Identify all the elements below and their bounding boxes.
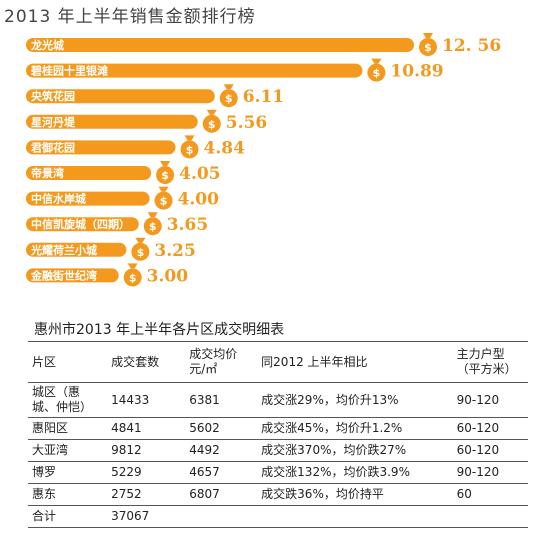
bar-value-label: 6.11 xyxy=(243,87,284,107)
bar-category-label: 央筑花园 xyxy=(31,89,75,103)
bar-value-label: 3.65 xyxy=(167,215,208,235)
svg-text:$: $ xyxy=(186,143,194,156)
bar-value-label: 12. 56 xyxy=(442,36,501,56)
table-cell: 大亚湾 xyxy=(28,439,108,462)
bar xyxy=(26,268,119,283)
money-bag-icon: $ xyxy=(180,135,199,159)
bar-category-label: 中信水岸城 xyxy=(31,192,86,206)
money-bag-icon: $ xyxy=(131,237,150,261)
bar-category-label: 龙光城 xyxy=(30,38,64,52)
bar-value-label: 4.00 xyxy=(178,190,220,210)
table-cell: 14433 xyxy=(107,382,186,418)
money-bag-icon: $ xyxy=(156,161,175,184)
svg-text:$: $ xyxy=(160,195,168,208)
bar xyxy=(26,89,215,104)
bar xyxy=(26,63,363,78)
col-header-avg-price: 成交均价 元/㎡ xyxy=(185,341,258,383)
table-cell xyxy=(185,505,258,528)
table-title: 惠州市2013 年上半年各片区成交明细表 xyxy=(34,322,285,338)
table-row: 大亚湾 9812 4492 成交涨370%，均价跌27% 60-120 xyxy=(28,439,528,462)
money-bag-icon: $ xyxy=(143,212,162,236)
table-cell: 4492 xyxy=(185,439,258,462)
money-bag-icon: $ xyxy=(419,33,437,56)
table-cell: 成交跌36%，均价持平 xyxy=(257,483,453,506)
bar-category-label: 帝景湾 xyxy=(31,166,64,180)
table-cell: 4657 xyxy=(185,461,258,484)
bar-value-label: 5.56 xyxy=(226,113,267,133)
svg-text:$: $ xyxy=(424,41,432,54)
bar-category-label: 中信凯旋城（四期） xyxy=(31,217,130,231)
svg-text:$: $ xyxy=(373,67,381,80)
bar-category-label: 碧桂园十里银滩 xyxy=(30,64,108,78)
table-cell: 惠阳区 xyxy=(28,417,108,440)
table-cell: 5229 xyxy=(107,461,186,484)
table-cell: 4841 xyxy=(107,417,186,440)
bar xyxy=(26,38,414,52)
bar-value-label: 10.89 xyxy=(390,62,443,82)
table-cell xyxy=(452,505,528,528)
table-cell: 合计 xyxy=(28,505,108,528)
table-cell: 90-120 xyxy=(452,382,528,418)
svg-text:$: $ xyxy=(225,92,233,105)
money-bag-icon: $ xyxy=(202,109,221,133)
money-bag-icon: $ xyxy=(154,186,173,210)
table-cell: 6381 xyxy=(185,382,258,418)
table-row: 合计 37067 xyxy=(28,505,528,528)
money-bag-icon: $ xyxy=(219,84,238,108)
col-header-units: 成交套数 xyxy=(107,341,186,383)
svg-text:$: $ xyxy=(149,220,157,233)
table-cell: 90-120 xyxy=(452,461,528,484)
table-cell: 惠东 xyxy=(28,483,108,506)
bar-value-label: 3.25 xyxy=(154,241,195,261)
table-cell: 9812 xyxy=(107,439,186,462)
table-cell: 成交涨29%，均价升13% xyxy=(257,382,453,418)
table-row: 城区（惠城、仲恺） 14433 6381 成交涨29%，均价升13% 90-120 xyxy=(28,382,528,418)
table-cell: 2752 xyxy=(107,483,186,506)
table-cell: 60-120 xyxy=(452,439,528,462)
detail-table: 片区 成交套数 成交均价 元/㎡ 同2012 上半年相比 主力户型 （平方米） … xyxy=(28,341,528,528)
bar-category-label: 星河丹堤 xyxy=(31,115,76,129)
bar xyxy=(26,114,198,129)
table-cell: 60 xyxy=(452,483,528,506)
bar xyxy=(26,140,176,155)
table-row: 惠阳区 4841 5602 成交涨45%，均价升1.2% 60-120 xyxy=(28,417,528,440)
table-cell: 6807 xyxy=(185,483,258,506)
bar xyxy=(26,191,150,206)
table-cell xyxy=(257,505,453,528)
bar xyxy=(26,166,152,180)
table-row: 博罗 5229 4657 成交涨132%，均价跌3.9% 90-120 xyxy=(28,461,528,484)
table-cell: 城区（惠城、仲恺） xyxy=(28,382,108,418)
table-cell: 博罗 xyxy=(28,461,108,484)
bar-value-label: 4.05 xyxy=(179,164,220,184)
col-header-unit-type: 主力户型 （平方米） xyxy=(452,341,528,383)
table-row: 惠东 2752 6807 成交跌36%，均价持平 60 xyxy=(28,483,528,506)
svg-text:$: $ xyxy=(161,169,169,182)
col-header-vs-2012: 同2012 上半年相比 xyxy=(257,341,453,383)
bar xyxy=(26,217,139,232)
bar xyxy=(26,242,127,257)
table-cell: 60-120 xyxy=(452,417,528,440)
table-cell: 37067 xyxy=(107,505,186,528)
bar-chart: 龙光城 $12. 56 碧桂园十里银滩 $10.89 央筑花园 $6.11 星河丹堤 $5.5… xyxy=(26,33,501,287)
svg-text:$: $ xyxy=(137,246,145,259)
table-cell: 成交涨132%，均价跌3.9% xyxy=(257,461,453,484)
col-header-district: 片区 xyxy=(28,341,108,383)
money-bag-icon: $ xyxy=(123,263,142,287)
table-header-row: 片区 成交套数 成交均价 元/㎡ 同2012 上半年相比 主力户型 （平方米） xyxy=(28,341,528,383)
svg-text:$: $ xyxy=(129,271,137,284)
bar-category-label: 君御花园 xyxy=(31,140,75,154)
table-cell: 成交涨45%，均价升1.2% xyxy=(257,417,453,440)
chart-title: 2013 年上半年销售金额排行榜 xyxy=(4,7,256,27)
bar-value-label: 4.84 xyxy=(204,138,246,158)
bar-value-label: 3.00 xyxy=(147,266,189,286)
bar-category-label: 金融街世纪湾 xyxy=(30,268,97,282)
svg-text:$: $ xyxy=(208,118,216,131)
bar-category-label: 光耀荷兰小城 xyxy=(30,243,97,257)
money-bag-icon: $ xyxy=(367,58,386,82)
table-cell: 5602 xyxy=(185,417,258,440)
table-cell: 成交涨370%，均价跌27% xyxy=(257,439,453,462)
